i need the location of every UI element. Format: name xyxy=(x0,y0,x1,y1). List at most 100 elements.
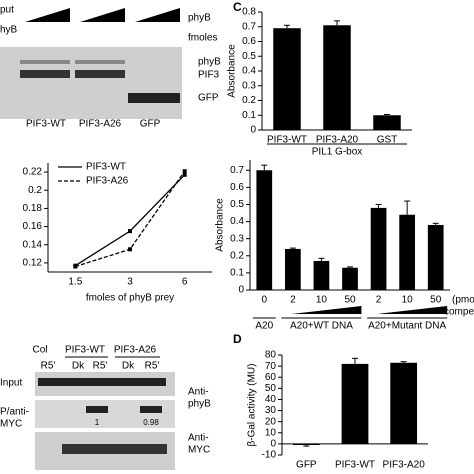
x-tick-label: 3 xyxy=(127,277,133,288)
x-tick-label: 50 xyxy=(344,295,356,306)
data-line xyxy=(74,174,186,267)
ratio: 0.98 xyxy=(143,418,159,427)
band xyxy=(20,60,70,64)
gel-label: GFP xyxy=(140,119,161,130)
y-tick-label: 0.18 xyxy=(23,203,43,214)
band xyxy=(38,378,166,386)
y-tick-label: 0.12 xyxy=(23,258,43,269)
y-tick-label: 70 xyxy=(265,361,277,372)
band xyxy=(128,93,180,103)
bar xyxy=(399,214,415,290)
blot-label: Anti- xyxy=(188,433,209,444)
x-tick-label: 2 xyxy=(376,295,382,306)
bar xyxy=(370,207,387,290)
gel-label: PIF3-WT xyxy=(26,119,66,130)
bar xyxy=(342,267,358,290)
x-tick-label: 10 xyxy=(316,295,328,306)
wedge xyxy=(291,306,362,314)
x-tick-label: PIF3-WT xyxy=(335,460,375,471)
gel-label: phyB xyxy=(188,13,211,24)
y-tick-label: 30 xyxy=(265,405,277,416)
bar xyxy=(373,115,401,130)
x-axis-label: fmoles of phyB prey xyxy=(86,293,174,304)
gel-label: GFP xyxy=(198,93,219,104)
gel-label: PIF3 xyxy=(198,70,220,81)
legend-label: PIF3-A26 xyxy=(86,176,129,187)
bar xyxy=(323,25,351,130)
x-tick-label: GFP xyxy=(296,460,317,471)
gel-label: fmoles xyxy=(188,33,217,44)
wedge xyxy=(80,8,125,22)
group-label: PIL1 G-box xyxy=(312,147,363,158)
wedge xyxy=(377,306,448,314)
y-tick-label: 10 xyxy=(265,427,277,438)
x-tick-label: PIF3-A20 xyxy=(383,460,426,471)
y-tick-label: 80 xyxy=(265,350,277,361)
x-tick-label: 50 xyxy=(430,295,442,306)
blot-label: R5' xyxy=(41,361,56,372)
y-tick-label: 0.6 xyxy=(242,36,256,47)
y-tick-label: 0.6 xyxy=(230,182,244,193)
y-tick-label: 0.2 xyxy=(28,185,42,196)
y-axis-label: β-Gal activity (MU) xyxy=(247,364,258,447)
x-tick-label: 1.5 xyxy=(68,277,82,288)
bar xyxy=(427,225,444,290)
group-label: A20+Mutant DNA xyxy=(368,321,446,332)
blot-label: phyB xyxy=(188,399,211,410)
y-tick-label: 0.8 xyxy=(242,7,256,18)
gel-label: hyB xyxy=(0,25,18,36)
gel-label: PIF3-A26 xyxy=(79,119,122,130)
band xyxy=(75,60,125,64)
y-tick-label: 50 xyxy=(265,383,277,394)
y-tick-label: 0.14 xyxy=(23,239,43,250)
blot-label: MYC xyxy=(188,445,210,456)
blot-label: P/anti- xyxy=(0,407,29,418)
y-tick-label: 40 xyxy=(265,394,277,405)
y-tick-label: 20 xyxy=(265,416,277,427)
bar xyxy=(390,362,418,444)
y-tick-label: 60 xyxy=(265,372,277,383)
marker xyxy=(182,172,187,177)
legend-label: PIF3-WT xyxy=(86,162,126,173)
y-tick-label: 0.7 xyxy=(242,21,256,32)
blot xyxy=(35,400,175,428)
marker xyxy=(182,169,187,174)
wedge xyxy=(25,8,70,22)
blot-label: PIF3-WT xyxy=(65,345,105,356)
gel-label: phyB xyxy=(198,57,221,68)
y-axis-label: Absorbance xyxy=(215,198,226,252)
bar xyxy=(285,248,301,290)
bar xyxy=(273,28,301,131)
gel xyxy=(0,47,182,119)
panel-label: C xyxy=(233,0,242,14)
y-tick-label: 0.22 xyxy=(23,167,43,178)
band xyxy=(20,70,70,78)
y-tick-label: 0.16 xyxy=(23,221,43,232)
y-tick-label: 0.2 xyxy=(230,250,244,261)
blot-label: PIF3-A26 xyxy=(114,345,157,356)
y-tick-label: 0.4 xyxy=(242,66,256,77)
bar xyxy=(292,443,320,445)
y-tick-label: 0.1 xyxy=(242,110,256,121)
blot-label: MYC xyxy=(0,419,22,430)
y-tick-label: -10 xyxy=(262,450,277,461)
x-note: compe xyxy=(444,307,474,318)
blot-label: Col xyxy=(32,345,47,356)
wedge xyxy=(135,8,180,22)
group-label: A20+WT DNA xyxy=(290,321,353,332)
band xyxy=(62,444,167,454)
x-tick-label: 10 xyxy=(402,295,414,306)
y-tick-label: 0 xyxy=(238,285,244,296)
y-tick-label: 0.3 xyxy=(242,80,256,91)
y-tick-label: 0.4 xyxy=(230,216,244,227)
blot-label: Dk xyxy=(122,361,135,372)
blot-label: Input xyxy=(0,378,22,389)
blot-label: R5' xyxy=(145,361,160,372)
x-tick-label: PIF3-A20 xyxy=(316,135,359,146)
marker xyxy=(128,229,132,234)
y-tick-label: 0.5 xyxy=(230,199,244,210)
group-label: A20 xyxy=(255,321,273,332)
y-tick-label: 0.7 xyxy=(230,165,244,176)
y-axis-label: Absorbance xyxy=(227,44,238,98)
